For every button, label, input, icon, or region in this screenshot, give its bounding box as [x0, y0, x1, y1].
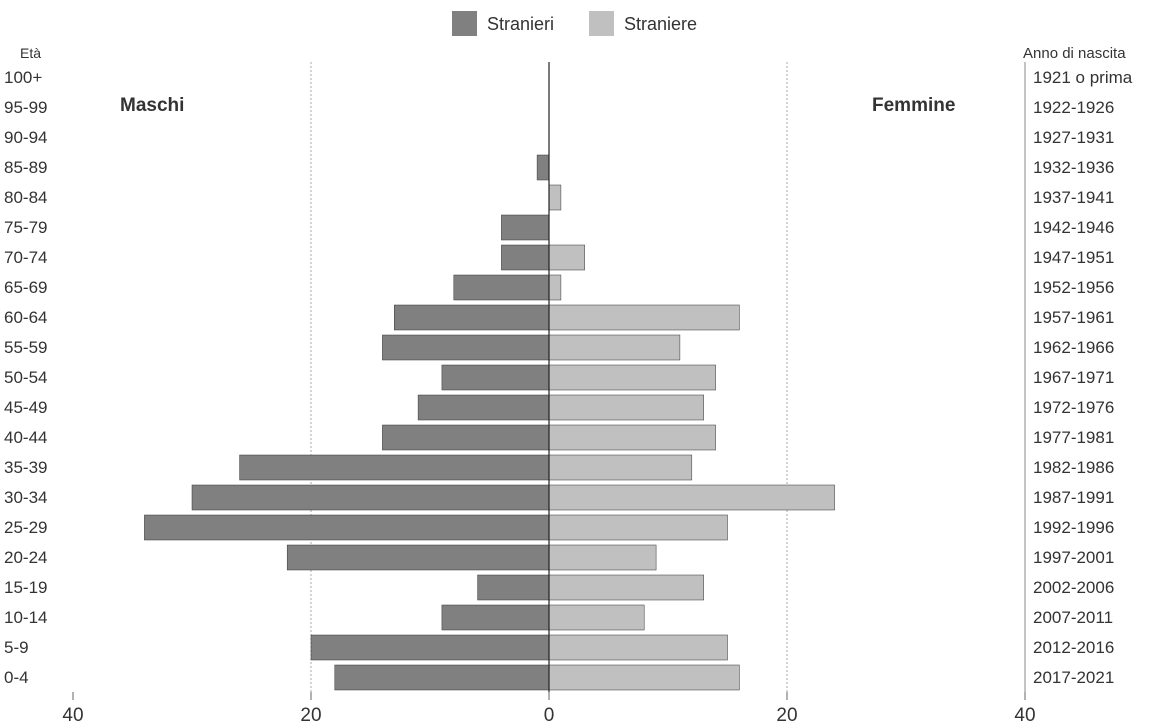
age-label: 25-29	[4, 518, 47, 537]
age-label: 20-24	[4, 548, 47, 567]
age-label: 50-54	[4, 368, 47, 387]
legend-swatch-stranieri	[452, 11, 477, 36]
age-label: 45-49	[4, 398, 47, 417]
bar-straniere-35-39	[548, 454, 693, 481]
age-label: 95-99	[4, 98, 47, 117]
maschi-label: Maschi	[120, 95, 184, 116]
birth-year-labels: 1921 o prima 1922-1926 1927-1931 1932-1936 1…	[1033, 68, 1133, 687]
birth-year-label: 1987-1991	[1033, 488, 1114, 507]
x-axis-ticks: 40 20 0 20 40	[62, 692, 1036, 725]
age-label: 0-4	[4, 668, 29, 687]
bar-stranieri-45-49	[417, 394, 550, 421]
x-tick-label: 40	[1014, 705, 1035, 725]
birth-year-label: 1972-1976	[1033, 398, 1114, 417]
birth-year-label: 2012-2016	[1033, 638, 1114, 657]
bar-straniere-0-4	[548, 664, 740, 691]
grid-lines	[310, 62, 788, 692]
bar-stranieri-85-89	[536, 154, 550, 181]
birth-year-label: 2017-2021	[1033, 668, 1114, 687]
legend-label-stranieri: Stranieri	[487, 14, 554, 34]
bar-straniere-60-64	[548, 304, 740, 331]
bar-stranieri-20-24	[286, 544, 550, 571]
birth-year-label: 1997-2001	[1033, 548, 1114, 567]
bar-straniere-55-59	[548, 334, 681, 361]
left-axis-title: Età	[20, 45, 41, 61]
age-label: 60-64	[4, 308, 47, 327]
legend-label-straniere: Straniere	[624, 14, 697, 34]
bar-stranieri-75-79	[501, 214, 550, 241]
age-label: 35-39	[4, 458, 47, 477]
bar-stranieri-5-9	[310, 634, 550, 661]
birth-year-label: 1922-1926	[1033, 98, 1114, 117]
age-label: 10-14	[4, 608, 47, 627]
birth-year-label: 1982-1986	[1033, 458, 1114, 477]
birth-year-label: 2002-2006	[1033, 578, 1114, 597]
birth-year-label: 1947-1951	[1033, 248, 1114, 267]
birth-year-label: 1977-1981	[1033, 428, 1114, 447]
birth-year-label: 1967-1971	[1033, 368, 1114, 387]
right-axis-title: Anno di nascita	[1023, 45, 1126, 62]
x-tick-label: 40	[62, 705, 83, 725]
bar-straniere-20-24	[548, 544, 657, 571]
age-label: 90-94	[4, 128, 47, 147]
bar-straniere-15-19	[548, 574, 704, 601]
birth-year-label: 1937-1941	[1033, 188, 1114, 207]
bar-straniere-5-9	[548, 634, 728, 661]
age-label: 65-69	[4, 278, 47, 297]
x-tick-label: 20	[776, 705, 797, 725]
age-label: 70-74	[4, 248, 47, 267]
bar-stranieri-30-34	[191, 484, 550, 511]
birth-year-label: 1962-1966	[1033, 338, 1114, 357]
birth-year-label: 1927-1931	[1033, 128, 1114, 147]
age-label: 5-9	[4, 638, 29, 657]
age-label: 85-89	[4, 158, 47, 177]
age-label: 40-44	[4, 428, 47, 447]
age-label: 30-34	[4, 488, 47, 507]
bar-straniere-10-14	[548, 604, 645, 631]
bar-stranieri-10-14	[441, 604, 550, 631]
bar-stranieri-65-69	[453, 274, 550, 301]
bar-straniere-40-44	[548, 424, 716, 451]
x-tick-label: 20	[300, 705, 321, 725]
femmine-label: Femmine	[872, 95, 955, 116]
bars	[144, 154, 835, 691]
birth-year-label: 1952-1956	[1033, 278, 1114, 297]
bar-stranieri-50-54	[441, 364, 550, 391]
x-tick-label: 0	[544, 705, 555, 725]
age-labels: 100+ 95-99 90-94 85-89 80-84 75-79 70-74 65-69 6…	[4, 68, 47, 687]
legend: Stranieri Straniere	[452, 11, 697, 36]
bar-stranieri-25-29	[144, 514, 550, 541]
bar-straniere-30-34	[548, 484, 835, 511]
bar-stranieri-70-74	[501, 244, 550, 271]
birth-year-label: 1932-1936	[1033, 158, 1114, 177]
bar-stranieri-15-19	[477, 574, 550, 601]
birth-year-label: 1942-1946	[1033, 218, 1114, 237]
bar-straniere-45-49	[548, 394, 704, 421]
legend-swatch-straniere	[589, 11, 614, 36]
bar-straniere-25-29	[548, 514, 728, 541]
bar-straniere-70-74	[548, 244, 585, 271]
bar-stranieri-35-39	[239, 454, 550, 481]
bar-stranieri-55-59	[382, 334, 550, 361]
birth-year-label: 1957-1961	[1033, 308, 1114, 327]
age-label: 80-84	[4, 188, 47, 207]
bar-straniere-50-54	[548, 364, 716, 391]
birth-year-label: 1992-1996	[1033, 518, 1114, 537]
bar-straniere-65-69	[548, 274, 562, 301]
bar-stranieri-0-4	[334, 664, 550, 691]
birth-year-label: 2007-2011	[1033, 608, 1113, 627]
age-label: 15-19	[4, 578, 47, 597]
bar-stranieri-60-64	[394, 304, 550, 331]
age-label: 100+	[4, 68, 42, 87]
bar-straniere-80-84	[548, 184, 562, 211]
birth-year-label: 1921 o prima	[1033, 68, 1133, 87]
age-label: 55-59	[4, 338, 47, 357]
age-label: 75-79	[4, 218, 47, 237]
bar-stranieri-40-44	[382, 424, 550, 451]
